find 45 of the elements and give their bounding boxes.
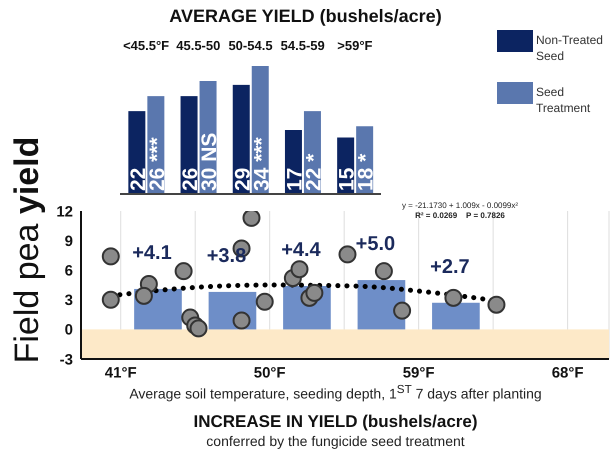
y-tick-label: 6 [64, 262, 73, 280]
point [174, 262, 193, 280]
y-tick-label: 9 [64, 232, 73, 250]
point [444, 288, 462, 307]
x-axis-title: Average soil temperature, seeding depth, 1$^{ST}$ 7 days after planting [128, 383, 543, 402]
x-tick-label: 45.5-50 [176, 38, 220, 53]
point [256, 292, 274, 311]
data-label: +4.4 [281, 238, 322, 261]
point [338, 245, 356, 264]
x-tick-label: 50°F [254, 364, 286, 382]
data-label: +5.0 [356, 233, 396, 256]
chart-title: AVERAGE YIELD (bushels/acre) [168, 6, 443, 27]
data-label: +4.1 [132, 242, 172, 264]
x-tick-label: 50-54.5 [228, 38, 273, 53]
point [242, 211, 260, 227]
y-tick-label: -3 [60, 351, 73, 368]
point [393, 302, 412, 320]
point [232, 312, 251, 330]
legend-label: Non-Treated Seed [536, 32, 604, 64]
y-tick-label: 3 [64, 292, 73, 310]
point [102, 247, 120, 266]
x-tick-label: 68°F [552, 364, 584, 382]
x-tick-label: >59°F [337, 38, 373, 53]
point [290, 260, 308, 278]
y-tick-label: 12 [56, 203, 73, 220]
x-tick-label: 59°F [402, 364, 435, 382]
text: y = -21.1730 + 1.009x - 0.0099x² [400, 201, 520, 211]
point [305, 284, 324, 302]
x-tick-label: 54.5-59 [280, 38, 325, 53]
legend-label: Seed Treatment [536, 84, 592, 116]
annotation: R² = 0.0269 P = 0.7826 [414, 211, 506, 221]
text: conferred by the fungicide seed treatment [205, 433, 466, 449]
data-label: +3.8 [206, 244, 246, 267]
x-tick-label: 41°F [104, 364, 137, 382]
point [134, 286, 153, 305]
bar [432, 302, 480, 330]
point [487, 296, 506, 314]
y-tick-label: 0 [64, 322, 73, 339]
data-label: +2.7 [430, 256, 470, 278]
text: INCREASE IN YIELD (bushels/acre) [192, 412, 479, 432]
point [374, 262, 393, 280]
x-tick-label: <45.5°F [123, 38, 170, 53]
y-axis-title: Field pea yield [8, 136, 46, 364]
point [190, 319, 208, 338]
point [102, 290, 120, 309]
